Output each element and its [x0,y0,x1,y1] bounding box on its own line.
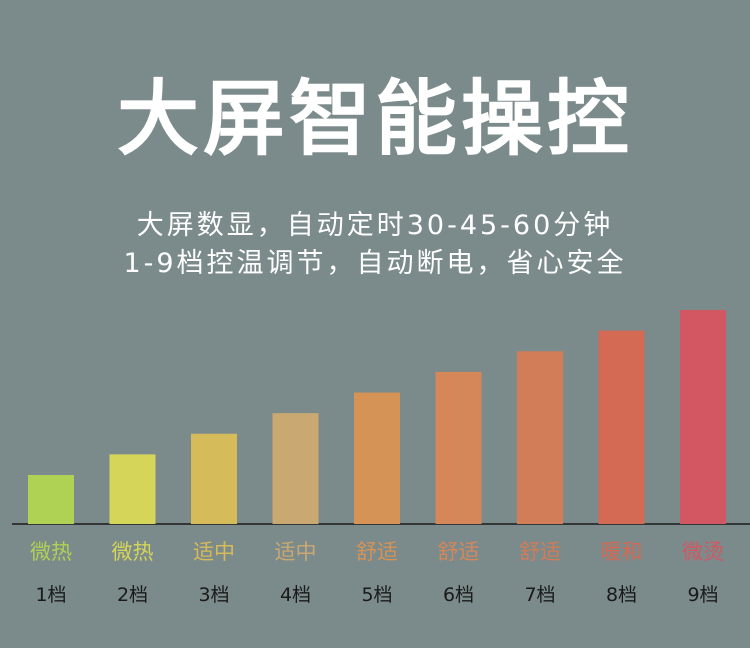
level-tick-label-9: 9档 [687,584,718,606]
bar-level-5 [354,392,400,524]
heat-label-7: 舒适 [519,540,561,564]
subtitle-line-1: 大屏数显，自动定时30-45-60分钟 [136,210,614,241]
bar-level-1 [28,475,74,524]
page-title: 大屏智能操控 [116,71,633,167]
heat-label-6: 舒适 [438,540,480,564]
level-tick-label-5: 5档 [361,584,392,606]
bar-level-3 [191,433,237,524]
bar-level-9 [680,310,726,524]
subtitle-line-2: 1-9档控温调节，自动断电，省心安全 [123,248,627,279]
heat-label-9: 微烫 [682,540,724,564]
heat-label-2: 微热 [112,540,154,564]
level-tick-label-8: 8档 [606,584,637,606]
heat-label-4: 适中 [275,540,317,564]
level-tick-label-2: 2档 [117,584,148,606]
level-tick-label-7: 7档 [524,584,555,606]
heat-label-8: 暖和 [601,540,643,564]
heat-label-5: 舒适 [356,540,398,564]
heat-label-1: 微热 [30,540,72,564]
bar-level-6 [435,371,482,524]
bar-level-7 [517,351,563,524]
level-tick-label-4: 4档 [280,584,311,606]
bar-level-2 [109,454,156,524]
level-tick-label-1: 1档 [35,584,66,606]
level-tick-label-3: 3档 [198,584,229,606]
heat-label-3: 适中 [193,540,235,564]
level-tick-label-6: 6档 [443,584,474,606]
bar-level-8 [598,330,645,524]
bar-level-4 [272,413,319,524]
